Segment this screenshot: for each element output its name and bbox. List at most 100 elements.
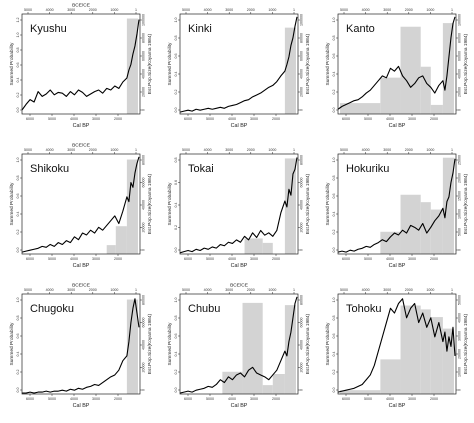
plot-frame — [337, 13, 457, 115]
left-tick-label: 1.0 — [332, 18, 336, 23]
bottom-tick-label: 3000 — [250, 117, 258, 121]
population-bar-1 — [380, 77, 401, 114]
population-bar-0 — [106, 245, 116, 254]
left-tick-label: 1.2 — [16, 18, 20, 23]
population-bar-3 — [272, 374, 285, 394]
right-tick-label: 0 — [142, 109, 146, 111]
left-tick-label: 0.0 — [332, 388, 336, 393]
plot-frame — [179, 13, 299, 115]
summed-probability-line-0 — [21, 156, 140, 253]
right-tick-label: 0 — [142, 249, 146, 251]
left-tick-label: 0.6 — [332, 54, 336, 59]
right-tick-label: 40000 — [300, 69, 304, 79]
x-axis-label: Cal BP — [389, 403, 406, 409]
top-tick-label: 3000 — [383, 288, 391, 292]
top-tick-label: 2000 — [247, 8, 255, 12]
bottom-tick-label: 6000 — [342, 397, 350, 401]
y2-axis-label: Est.Pop.Size(Koyama 1984) — [305, 173, 311, 234]
population-bar-2 — [400, 305, 421, 394]
bottom-tick-label: 2000 — [430, 397, 438, 401]
region-title: Tokai — [188, 163, 214, 175]
panel-tokai: 5000 4000 3000 2000 1000 1 6000 5000 4000 3000 200… — [167, 148, 311, 269]
top-tick-label: 3000 — [225, 288, 233, 292]
top-tick-label: 5000 — [24, 148, 32, 152]
left-tick-label: 0.4 — [174, 72, 178, 77]
y-axis-label: Summed Probability — [9, 182, 15, 226]
bottom-tick-label: 5000 — [364, 257, 372, 261]
y-axis-label: Summed Probability — [167, 182, 173, 226]
top-tick-label: 5000 — [182, 8, 190, 12]
bottom-tick-label: 6000 — [184, 117, 192, 121]
right-tick-label: 60000 — [300, 51, 304, 61]
bottom-tick-label: 2000 — [114, 257, 122, 261]
right-tick-label: 40000 — [142, 340, 146, 350]
top-tick-label: 1000 — [110, 148, 118, 152]
right-tick-label: 40000 — [300, 200, 304, 210]
bottom-tick-label: 6000 — [184, 257, 192, 261]
bottom-tick-label: 3000 — [92, 117, 100, 121]
right-tick-label: 80000 — [300, 155, 304, 165]
left-tick-label: 0.0 — [16, 108, 20, 113]
top-tick-label: 3000 — [383, 148, 391, 152]
right-tick-label: 0 — [458, 389, 462, 391]
top-axis-label: BCE/CE — [72, 3, 90, 9]
y-axis-label: Summed Probability — [325, 322, 331, 366]
bottom-tick-label: 4000 — [386, 397, 394, 401]
bottom-tick-label: 2000 — [430, 257, 438, 261]
region-title: Chugoku — [30, 303, 74, 315]
summed-probability-line-0 — [337, 16, 456, 110]
left-tick-label: 0.4 — [16, 212, 20, 217]
right-tick-label: 40000 — [142, 69, 146, 79]
right-tick-label: 20000 — [300, 363, 304, 373]
left-tick-label: 0.2 — [16, 93, 20, 98]
bottom-tick-label: 6000 — [26, 257, 34, 261]
right-tick-label: 0 — [142, 389, 146, 391]
left-tick-label: 0.4 — [332, 352, 336, 357]
right-tick-label: 0 — [300, 249, 304, 251]
top-tick-label: 2000 — [405, 288, 413, 292]
top-tick-label: 2000 — [247, 288, 255, 292]
y-axis-label: Summed Probability — [9, 42, 15, 86]
left-tick-label: 0.0 — [332, 108, 336, 113]
left-tick-label: 0.8 — [174, 36, 178, 41]
left-tick-label: 0.2 — [332, 230, 336, 235]
left-tick-label: 0.2 — [332, 90, 336, 95]
population-bar-4 — [284, 305, 296, 394]
bottom-tick-label: 3000 — [250, 257, 258, 261]
bottom-tick-label: 2000 — [430, 117, 438, 121]
right-tick-label: 0 — [300, 109, 304, 111]
population-bar-0 — [380, 231, 401, 254]
bottom-tick-label: 6000 — [26, 117, 34, 121]
panel-tohoku: 5000 4000 3000 2000 1000 1 6000 5000 4000 3000 200… — [325, 288, 469, 409]
right-tick-label: 25000 — [458, 155, 462, 165]
x-axis-label: Cal BP — [73, 263, 90, 269]
right-tick-label: 0 — [458, 109, 462, 111]
panel-kinki: 5000 4000 3000 2000 1000 1 6000 5000 4000 3000 200… — [167, 8, 311, 129]
population-bar-4 — [430, 317, 443, 394]
right-tick-label: 10000 — [458, 209, 462, 219]
top-tick-label: 2000 — [89, 148, 97, 152]
bottom-tick-label: 4000 — [228, 117, 236, 121]
population-bar-2 — [420, 202, 431, 254]
right-tick-label: 80000 — [300, 33, 304, 43]
right-tick-label: 80000 — [300, 295, 304, 305]
bottom-tick-label: 2000 — [114, 117, 122, 121]
left-tick-label: 0.0 — [174, 248, 178, 253]
top-tick-label: 1000 — [426, 288, 434, 292]
top-tick-label: 1 — [451, 288, 453, 292]
bottom-tick-label: 4000 — [70, 117, 78, 121]
population-bar-2 — [262, 385, 273, 394]
left-tick-label: 0.4 — [16, 352, 20, 357]
x-axis-label: Cal BP — [73, 403, 90, 409]
plot-frame — [21, 293, 141, 395]
right-tick-label: 20000 — [142, 87, 146, 97]
top-tick-label: 1 — [293, 148, 295, 152]
right-tick-label: 100000 — [142, 14, 146, 26]
y-axis-label: Summed Probability — [325, 182, 331, 226]
top-axis-label: BCE/CE — [72, 143, 90, 149]
y-axis-label: Summed Probability — [167, 322, 173, 366]
y2-axis-label: Est.Pop.Size(Koyama 1984) — [463, 33, 469, 94]
bottom-tick-label: 5000 — [364, 117, 372, 121]
left-tick-label: 1.0 — [332, 158, 336, 163]
